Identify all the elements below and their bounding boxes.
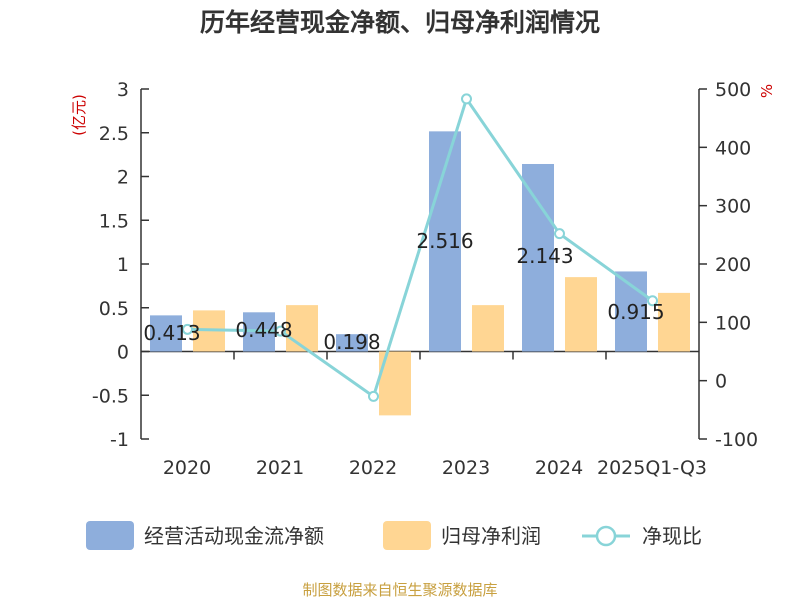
y-left-tick-label: -1 [110,429,129,451]
bar-cashflow [336,334,368,352]
y-left-tick-label: 3 [117,79,129,101]
data-label: 2.143 [516,244,573,268]
bar-cashflow [522,163,554,352]
y-left-tick-label: 2.5 [99,123,129,145]
data-labels: 0.413 0.448 0.198 2.516 2.143 0.915 [143,229,664,354]
data-label: 2.516 [416,229,473,253]
ratio-line-point [554,228,565,240]
data-label: 0.413 [143,321,200,345]
x-tick-label: 2023 [442,457,490,479]
legend-swatch-cashflow [86,521,134,550]
y-right-tick-label: 300 [715,196,751,218]
bar-cashflow [150,315,182,352]
x-tick-label: 2020 [163,457,211,479]
legend-label-ratio: 净现比 [642,524,702,548]
data-label: 0.448 [235,318,292,342]
axes [140,89,700,439]
bar-net-profit [658,292,690,352]
bars [150,131,690,416]
ratio-line [182,93,658,402]
x-tick-label: 2025Q1-Q3 [597,457,707,479]
y-left-tick-label: 1 [117,254,129,276]
ratio-line-path [187,95,654,399]
ratio-line-point [461,93,472,105]
x-tick-label: 2024 [535,457,583,479]
y-left-tick-label: 1.5 [99,210,129,232]
y-right-tick-label: -100 [715,429,758,451]
legend-label-net-profit: 归母净利润 [441,524,541,548]
bar-net-profit [472,305,504,352]
source-note: 制图数据来自恒生聚源数据库 [302,581,497,599]
legend-swatch-ratio-marker [595,525,617,547]
y-left-ticks: 3 2.5 2 1.5 1 0.5 0 -0.5 -1 [92,79,149,451]
y-right-tick-label: 100 [715,312,751,334]
data-label: 0.915 [607,300,664,324]
y-left-tick-label: -0.5 [92,385,129,407]
legend: 经营活动现金流净额 归母净利润 净现比 [86,521,702,550]
data-label: 0.198 [323,330,380,354]
bar-net-profit [565,277,597,352]
y-right-tick-label: 200 [715,254,751,276]
y-right-axis-label: % [758,84,776,98]
y-right-tick-label: 0 [715,371,727,393]
ratio-line-point [647,295,658,307]
ratio-line-point [182,323,193,335]
y-right-ticks: 500 400 300 200 100 0 -100 [699,79,758,451]
x-tick-label: 2022 [349,457,397,479]
y-left-axis-label: (亿元) [70,94,88,136]
y-left-tick-label: 0.5 [99,298,129,320]
y-left-tick-label: 0 [117,342,129,364]
chart-title: 历年经营现金净额、归母净利润情况 [200,8,600,37]
ratio-line-point [275,325,286,337]
x-ticks: 2020 2021 2022 2023 2024 2025Q1-Q3 [163,351,707,479]
y-left-tick-label: 2 [117,167,129,189]
y-right-tick-label: 500 [715,79,751,101]
legend-swatch-net-profit [383,521,431,550]
bar-net-profit [286,305,318,352]
y-right-tick-label: 400 [715,137,751,159]
legend-label-cashflow: 经营活动现金流净额 [144,524,324,548]
ratio-line-point [368,390,379,402]
x-tick-label: 2021 [256,457,304,479]
